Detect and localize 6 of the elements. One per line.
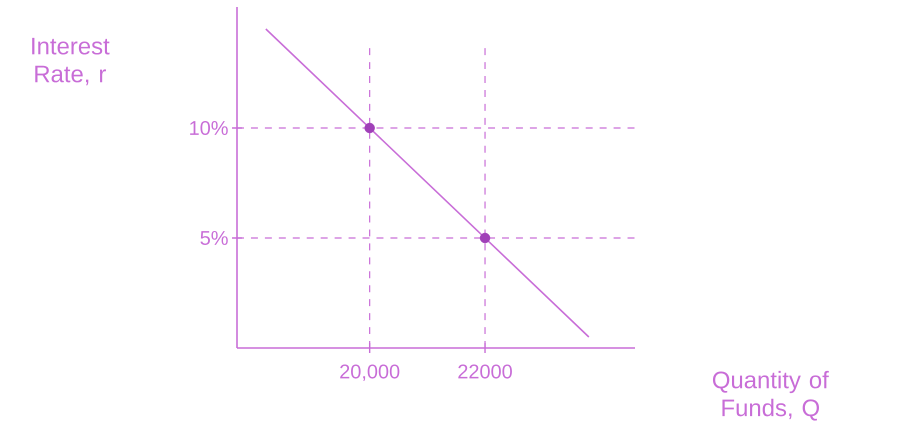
y-axis-title: Interest Rate, r bbox=[32, 38, 110, 86]
y-tick-label: 10% bbox=[190, 120, 228, 136]
x-tick-label: 20,000 bbox=[340, 364, 400, 381]
x-axis-title: Quantity of Funds, Q bbox=[712, 370, 829, 421]
y-tick-label: 5% bbox=[200, 230, 228, 245]
x-tick-label: 22000 bbox=[458, 364, 512, 379]
